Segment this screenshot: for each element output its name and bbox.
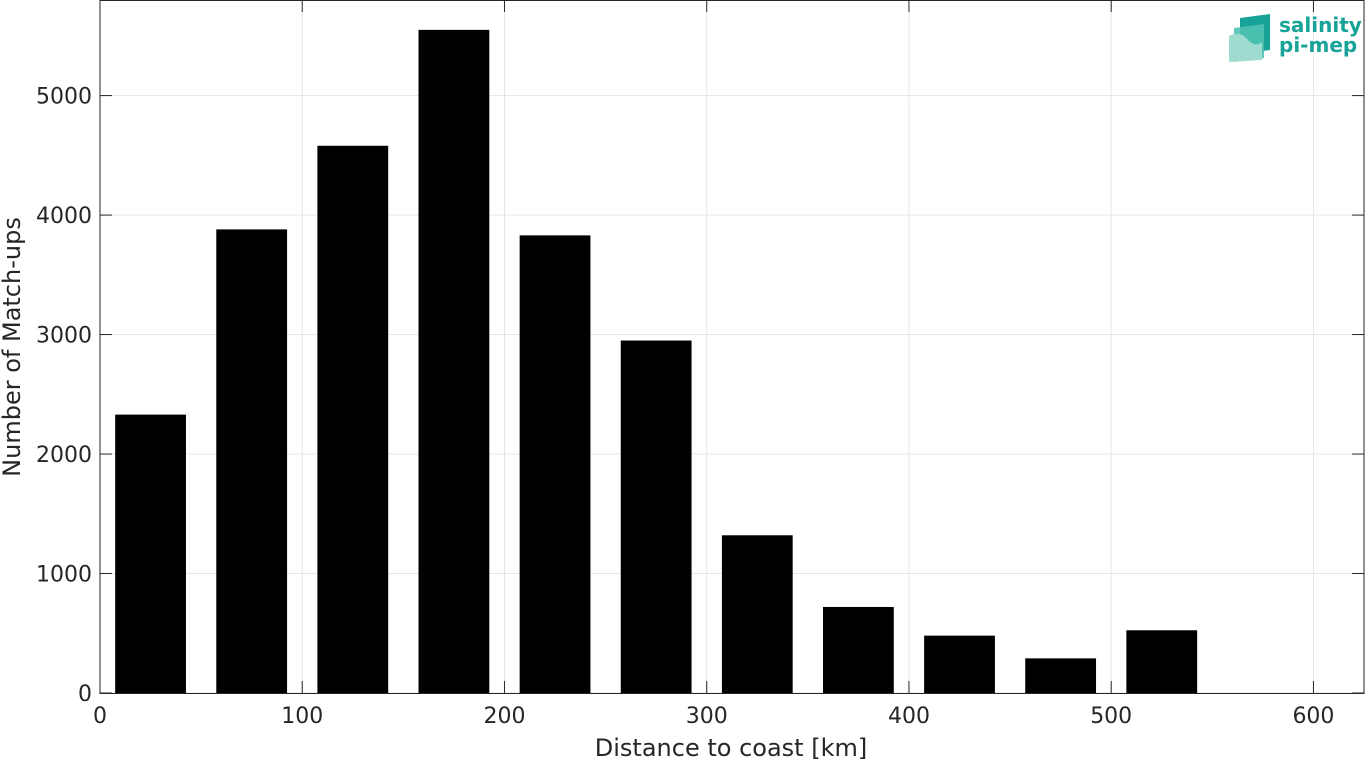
bar bbox=[115, 414, 186, 693]
x-tick-labels: 0 100 200 300 400 500 600 bbox=[93, 704, 1334, 729]
x-tick-label: 600 bbox=[1292, 704, 1334, 729]
salinity-pi-mep-logo: salinity pi-mep bbox=[1229, 13, 1362, 62]
x-axis-label: Distance to coast [km] bbox=[595, 734, 867, 761]
y-tick-label: 4000 bbox=[36, 204, 92, 229]
plot-frame bbox=[99, 0, 1365, 694]
x-tick-label: 0 bbox=[93, 704, 107, 729]
bar bbox=[721, 535, 793, 693]
logo-line-1: salinity bbox=[1279, 13, 1362, 37]
logo-line-2: pi-mep bbox=[1279, 33, 1357, 57]
x-tick-label: 200 bbox=[483, 704, 525, 729]
bar bbox=[924, 635, 995, 693]
y-tick-labels: 0 1000 2000 3000 4000 5000 bbox=[36, 85, 92, 707]
bar bbox=[620, 340, 692, 693]
bar bbox=[519, 235, 591, 693]
y-tick-label: 3000 bbox=[36, 324, 92, 349]
x-tick-label: 500 bbox=[1090, 704, 1132, 729]
bar bbox=[418, 29, 490, 694]
tick-marks bbox=[99, 0, 1364, 694]
y-tick-label: 5000 bbox=[36, 85, 92, 110]
y-tick-label: 2000 bbox=[36, 443, 92, 468]
bar bbox=[1126, 630, 1198, 693]
bar bbox=[216, 229, 288, 693]
bar bbox=[823, 606, 894, 693]
x-tick-label: 400 bbox=[888, 704, 930, 729]
x-tick-label: 300 bbox=[686, 704, 728, 729]
bars bbox=[115, 29, 1198, 694]
bar bbox=[1025, 658, 1097, 693]
y-axis-label: Number of Match-ups bbox=[0, 217, 26, 477]
x-tick-label: 100 bbox=[281, 704, 323, 729]
y-tick-label: 0 bbox=[78, 682, 92, 707]
y-tick-label: 1000 bbox=[36, 563, 92, 588]
layered-waves-icon bbox=[1229, 14, 1270, 62]
bar bbox=[317, 145, 389, 693]
